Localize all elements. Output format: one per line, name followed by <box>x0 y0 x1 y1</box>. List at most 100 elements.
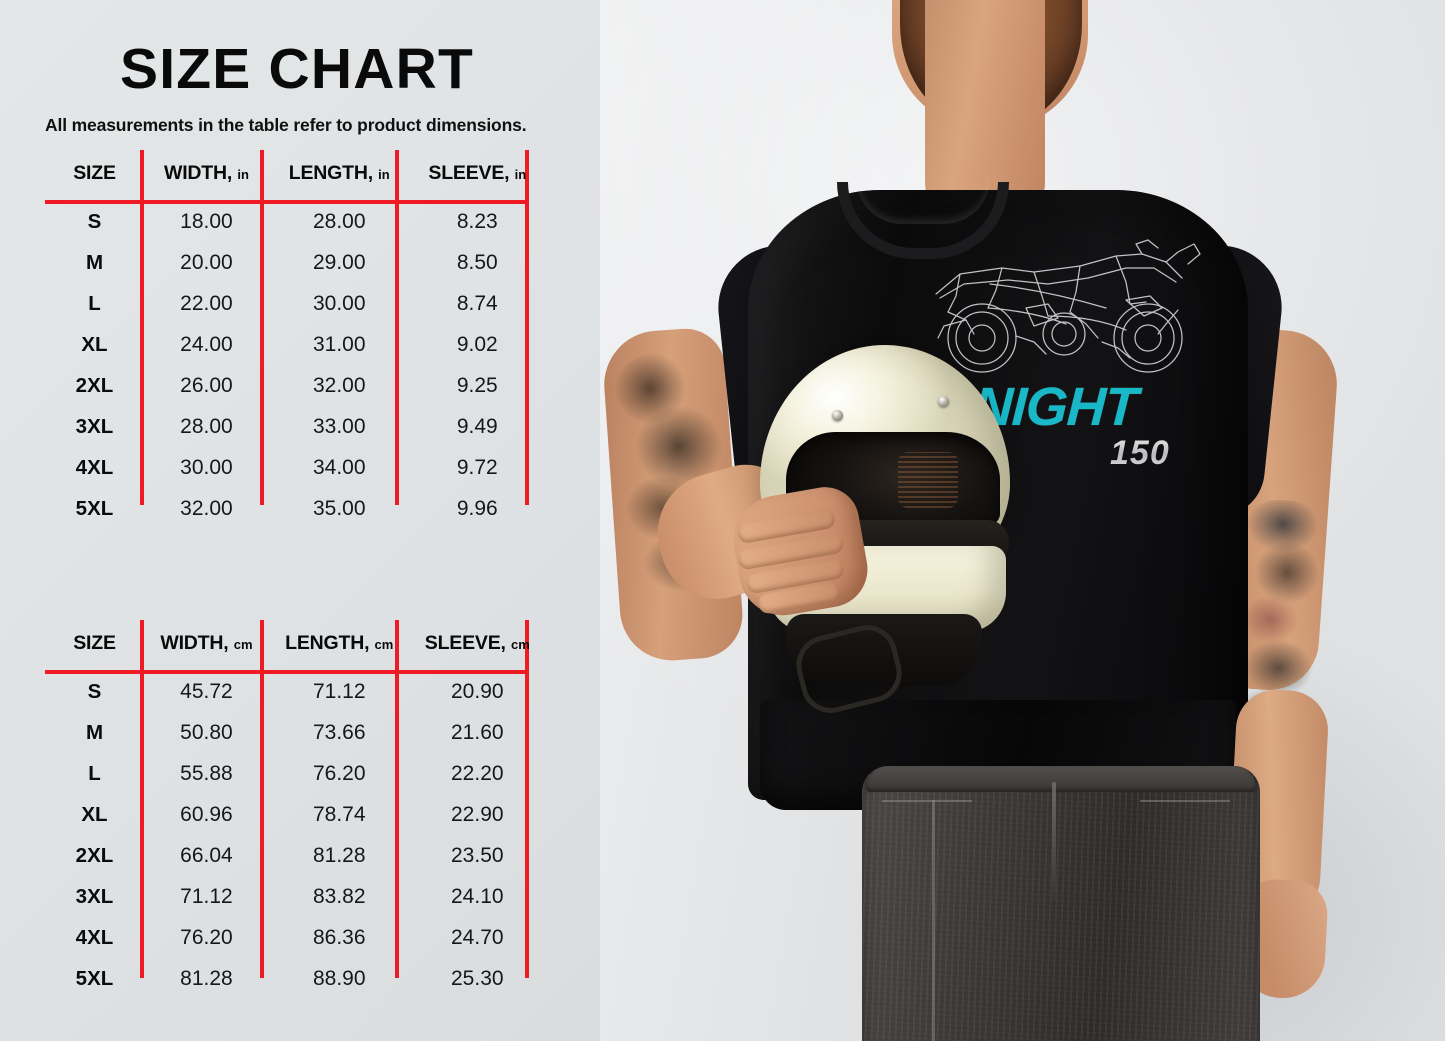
motorcycle-line-art-icon <box>935 239 1201 373</box>
table-row: 3XL 71.12 83.82 24.10 <box>45 876 545 917</box>
cell-size: 3XL <box>75 414 114 438</box>
col-header-sleeve: SLEEVE, in <box>428 162 527 184</box>
cell-length: 88.90 <box>312 966 366 990</box>
table-row: L 22.00 30.00 8.74 <box>45 283 545 324</box>
cell-size: M <box>85 250 104 274</box>
jeans-pocket-left <box>882 800 972 846</box>
page-title: SIZE CHART <box>120 37 474 101</box>
rule-v1-in <box>140 150 144 505</box>
table-row: 2XL 26.00 32.00 9.25 <box>45 365 545 406</box>
cell-length: 73.66 <box>312 720 366 744</box>
cell-width: 20.00 <box>180 250 233 274</box>
cell-width: 18.00 <box>180 209 233 233</box>
cell-sleeve: 9.02 <box>456 332 498 356</box>
table-row: 5XL 81.28 88.90 25.30 <box>45 958 545 999</box>
cell-length: 78.74 <box>312 802 366 826</box>
cell-width: 71.12 <box>180 884 233 908</box>
cell-length: 81.28 <box>312 843 366 867</box>
cell-size: 4XL <box>75 455 114 479</box>
page-subtitle: All measurements in the table refer to p… <box>45 115 527 135</box>
table-row: M 50.80 73.66 21.60 <box>45 712 545 753</box>
table-cm: SIZE WIDTH, cm LENGTH, cm SLEEVE, cm S 45… <box>45 618 545 999</box>
cell-sleeve: 22.90 <box>451 802 504 826</box>
helmet-interior-padding <box>786 614 982 686</box>
cell-sleeve: 8.74 <box>456 291 498 315</box>
cell-size: S <box>87 209 102 233</box>
table-header-row: SIZE WIDTH, cm LENGTH, cm SLEEVE, cm <box>45 618 545 671</box>
cell-length: 76.20 <box>312 761 366 785</box>
cell-size: 5XL <box>75 496 114 520</box>
cell-sleeve: 9.72 <box>456 455 498 479</box>
rule-v4-in <box>525 150 529 505</box>
cell-length: 32.00 <box>312 373 366 397</box>
rule-h-header-in <box>45 200 527 204</box>
cell-length: 31.00 <box>312 332 366 356</box>
cell-size: S <box>87 679 102 703</box>
table-row: 2XL 66.04 81.28 23.50 <box>45 835 545 876</box>
col-header-size: SIZE <box>73 632 116 654</box>
cell-length: 86.36 <box>312 925 366 949</box>
table-row: 3XL 28.00 33.00 9.49 <box>45 406 545 447</box>
cell-length: 30.00 <box>312 291 366 315</box>
cell-width: 24.00 <box>180 332 233 356</box>
table-row: L 55.88 76.20 22.20 <box>45 753 545 794</box>
cell-sleeve: 20.90 <box>451 679 504 703</box>
cell-size: 4XL <box>75 925 114 949</box>
cell-sleeve: 9.96 <box>456 496 498 520</box>
cell-width: 30.00 <box>180 455 233 479</box>
cell-length: 35.00 <box>312 496 366 520</box>
helmet-rivet-left <box>832 410 843 421</box>
col-header-width: WIDTH, cm <box>160 632 253 654</box>
cell-length: 71.12 <box>312 679 366 703</box>
cell-sleeve: 21.60 <box>451 720 504 744</box>
cell-size: XL <box>81 332 108 356</box>
table-row: 5XL 32.00 35.00 9.96 <box>45 488 545 529</box>
table-row: M 20.00 29.00 8.50 <box>45 242 545 283</box>
table-row: S 18.00 28.00 8.23 <box>45 201 545 242</box>
cell-sleeve: 9.49 <box>456 414 498 438</box>
cell-width: 28.00 <box>180 414 233 438</box>
cell-width: 81.28 <box>180 966 233 990</box>
jeans-pocket-right <box>1140 800 1230 846</box>
col-header-length: LENGTH, in <box>288 162 390 184</box>
cell-size: L <box>88 291 101 315</box>
cell-length: 29.00 <box>312 250 366 274</box>
size-table-cm: SIZE WIDTH, cm LENGTH, cm SLEEVE, cm S 45… <box>45 618 545 999</box>
cell-length: 28.00 <box>312 209 366 233</box>
cell-sleeve: 24.10 <box>451 884 504 908</box>
cell-width: 66.04 <box>180 843 233 867</box>
cell-width: 32.00 <box>180 496 233 520</box>
col-header-sleeve: SLEEVE, cm <box>424 632 530 654</box>
rule-h-header-cm <box>45 670 527 674</box>
col-header-size: SIZE <box>73 162 116 184</box>
cell-width: 76.20 <box>180 925 233 949</box>
print-model-text: 150 <box>1110 434 1170 472</box>
cell-width: 45.72 <box>180 679 233 703</box>
cell-sleeve: 25.30 <box>451 966 504 990</box>
cell-length: 33.00 <box>312 414 366 438</box>
col-header-length: LENGTH, cm <box>285 632 394 654</box>
cell-sleeve: 8.23 <box>456 209 498 233</box>
cell-length: 83.82 <box>312 884 366 908</box>
table-header-row: SIZE WIDTH, in LENGTH, in SLEEVE, in <box>45 148 545 201</box>
cell-size: M <box>85 720 104 744</box>
cell-length: 34.00 <box>312 455 366 479</box>
rule-v4-cm <box>525 620 529 978</box>
table-row: S 45.72 71.12 20.90 <box>45 671 545 712</box>
rule-v3-in <box>395 150 399 505</box>
table-row: XL 24.00 31.00 9.02 <box>45 324 545 365</box>
jeans-leg-seam <box>932 800 935 1041</box>
cell-sleeve: 9.25 <box>456 373 498 397</box>
rule-v1-cm <box>140 620 144 978</box>
helmet-interior-mesh <box>898 452 958 508</box>
tshirt-print: V-NIGHT 150 <box>912 238 1212 488</box>
cell-size: 5XL <box>75 966 114 990</box>
cell-sleeve: 23.50 <box>451 843 504 867</box>
cell-size: L <box>88 761 101 785</box>
cell-width: 50.80 <box>180 720 233 744</box>
cell-sleeve: 8.50 <box>456 250 498 274</box>
cell-width: 55.88 <box>180 761 233 785</box>
jeans-waistband <box>866 766 1256 792</box>
helmet-rivet-right <box>938 396 949 407</box>
